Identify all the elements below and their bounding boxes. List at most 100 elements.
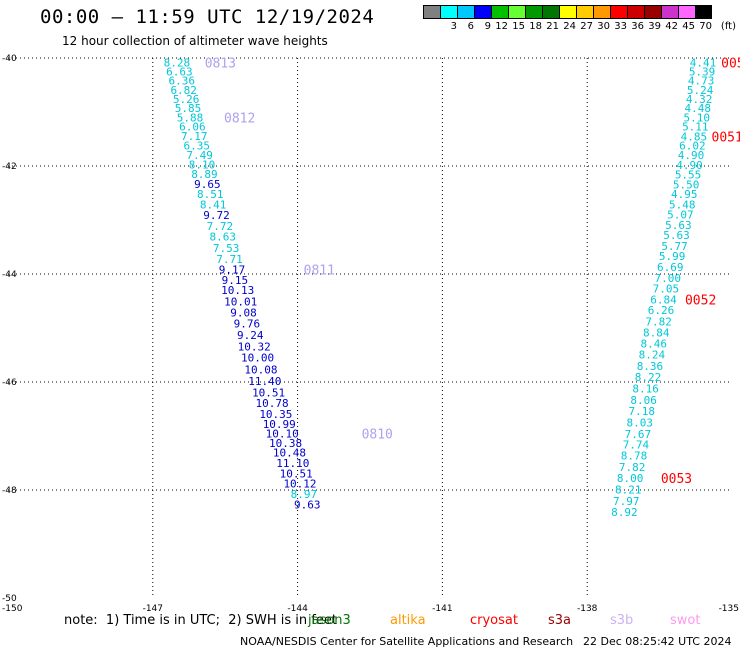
legend-swatch — [593, 5, 610, 19]
wave-height-value: 5.07 — [667, 209, 694, 222]
wave-height-value: 6.36 — [169, 75, 196, 88]
pass-time-label: 0051 — [712, 130, 740, 145]
legend-label: 45 — [682, 21, 695, 32]
x-tick-label: -141 — [432, 604, 452, 614]
legend-label: 30 — [597, 21, 610, 32]
y-tick-label: -46 — [2, 378, 17, 388]
wave-height-value: 7.97 — [613, 495, 640, 508]
wave-height-value: 5.50 — [673, 178, 700, 191]
legend-swatch — [695, 5, 712, 19]
wave-height-value: 4.48 — [684, 102, 711, 115]
chart-title: 00:00 – 11:59 UTC 12/19/2024 — [40, 6, 375, 28]
legend-swatch — [423, 5, 440, 19]
wave-height-value: 7.17 — [181, 130, 208, 143]
pass-time-label: 0810 — [362, 427, 393, 442]
y-tick-label: -44 — [2, 270, 17, 280]
wave-height-value: 9.08 — [230, 306, 257, 319]
wave-height-value: 10.12 — [283, 478, 316, 491]
legend-label: 42 — [665, 21, 678, 32]
wave-height-value: 9.76 — [234, 318, 261, 331]
x-tick-label: -135 — [719, 604, 739, 614]
wave-height-value: 10.32 — [238, 340, 271, 353]
wave-height-value: 8.46 — [641, 338, 668, 351]
legend-swatch — [508, 5, 525, 19]
x-tick-label: -150 — [2, 604, 23, 614]
wave-height-value: 6.02 — [679, 139, 706, 152]
wave-height-value: 5.10 — [684, 111, 711, 124]
legend-swatch — [559, 5, 576, 19]
pass-time-label: 0811 — [304, 264, 335, 279]
wave-height-value: 10.13 — [221, 284, 254, 297]
pass-time-label: 0812 — [224, 111, 255, 126]
pass-time-label: 0050 — [721, 56, 740, 71]
wave-height-value: 7.18 — [628, 405, 655, 418]
wave-height-value: 11.40 — [248, 375, 281, 388]
wave-height-value: 4.32 — [686, 93, 713, 106]
wave-height-value: 6.06 — [179, 121, 206, 134]
y-tick-label: -42 — [2, 162, 17, 172]
wave-height-value: 10.51 — [252, 386, 285, 399]
x-tick-label: -147 — [143, 604, 163, 614]
legend-label: 18 — [529, 21, 542, 32]
wave-height-value: 10.48 — [273, 447, 306, 460]
legend-swatch — [678, 5, 695, 19]
wave-height-value: 6.26 — [648, 304, 675, 317]
legend-swatch — [525, 5, 542, 19]
wave-height-value: 9.24 — [237, 329, 264, 342]
wave-height-value: 8.28 — [164, 56, 191, 69]
wave-height-value: 8.36 — [637, 360, 664, 373]
wave-height-value: 5.24 — [687, 84, 714, 97]
wave-height-value: 7.72 — [207, 220, 234, 233]
legend-swatch — [627, 5, 644, 19]
legend-swatch-row — [423, 5, 736, 19]
wave-height-value: 8.92 — [611, 506, 638, 519]
wave-height-value: 4.95 — [671, 188, 698, 201]
x-tick-label: -144 — [287, 604, 308, 614]
wave-height-value: 4.90 — [676, 159, 703, 172]
wave-height-value: 6.63 — [166, 66, 193, 79]
y-tick-label: -40 — [2, 54, 17, 64]
legend-label: 3 — [450, 21, 457, 32]
wave-height-value: 10.10 — [266, 427, 299, 440]
x-tick-label: -138 — [577, 604, 598, 614]
legend-units: (ft) — [720, 21, 736, 32]
legend-label-row: 3 6 9 12 15 18 21 24 27 30 33 36 39 42 45 70 (ft) — [423, 21, 736, 32]
wave-height-value: 8.63 — [210, 231, 237, 244]
wave-height-value: 4.90 — [678, 149, 705, 162]
legend-label: 12 — [495, 21, 508, 32]
wave-height-value: 10.35 — [259, 408, 292, 421]
wave-height-value: 9.17 — [219, 264, 246, 277]
wave-height-value: 7.74 — [623, 439, 650, 452]
pass-time-label: 0813 — [205, 56, 236, 71]
wave-height-value: 5.26 — [173, 93, 200, 106]
wave-height-value: 9.15 — [222, 274, 249, 287]
legend-label: 24 — [563, 21, 576, 32]
wave-height-value: 8.06 — [630, 394, 657, 407]
wave-height-value: 9.65 — [194, 178, 221, 191]
legend-swatch — [440, 5, 457, 19]
wave-height-value: 5.39 — [689, 66, 716, 79]
wave-height-value: 5.55 — [675, 169, 702, 182]
generation-timestamp: 22 Dec 08:25:42 UTC 2024 — [583, 635, 732, 648]
wave-height-value: 10.01 — [224, 296, 257, 309]
y-tick-label: -50 — [2, 594, 17, 604]
wave-height-value: 7.82 — [619, 461, 646, 474]
wave-height-value: 5.77 — [661, 240, 688, 253]
wave-height-value: 10.99 — [263, 418, 296, 431]
satellite-s3b: s3b — [610, 613, 634, 628]
legend-label: 39 — [648, 21, 661, 32]
wave-height-value: 6.69 — [657, 261, 684, 274]
wave-height-value: 8.24 — [639, 348, 666, 361]
wave-height-value: 11.10 — [276, 457, 309, 470]
footer-note: note: 1) Time is in UTC; 2) SWH is in fe… — [64, 613, 337, 628]
wave-height-value: 6.35 — [183, 139, 210, 152]
wave-height-value: 8.22 — [635, 371, 662, 384]
wave-height-value: 8.03 — [627, 417, 654, 430]
satellite-jason3: jason3 — [308, 613, 351, 628]
wave-height-value: 5.11 — [682, 121, 709, 134]
wave-height-value: 10.00 — [241, 352, 274, 365]
wave-height-value: 7.53 — [213, 242, 240, 255]
wave-height-value: 8.51 — [197, 188, 224, 201]
legend-swatch — [542, 5, 559, 19]
